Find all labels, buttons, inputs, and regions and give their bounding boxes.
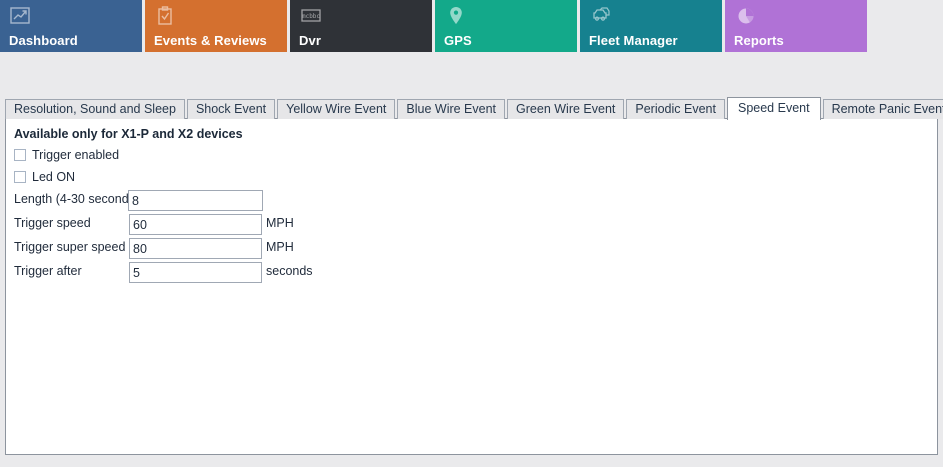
nav-tile-events-and-reviews[interactable]: Events & Reviews: [145, 0, 287, 52]
nav-tile-reports[interactable]: Reports: [725, 0, 867, 52]
availability-notice: Available only for X1-P and X2 devices: [14, 127, 243, 141]
led-on-label: Led ON: [32, 170, 76, 184]
trigger-speed-input[interactable]: [129, 214, 262, 235]
led-on-checkbox[interactable]: [14, 171, 26, 183]
main-navigation: Dashboard Events & Reviews mcbbc Dvr: [0, 0, 943, 52]
length-input[interactable]: [128, 190, 263, 211]
tab-blue-wire-event[interactable]: Blue Wire Event: [397, 99, 506, 119]
nav-tile-label: GPS: [444, 33, 472, 48]
led-on-row: Led ON: [14, 169, 75, 185]
trigger-speed-unit: MPH: [266, 216, 294, 230]
map-pin-icon: [445, 6, 467, 26]
trigger-super-speed-input[interactable]: [129, 238, 262, 259]
nav-tile-fleet-manager[interactable]: Fleet Manager: [580, 0, 722, 52]
trigger-after-unit: seconds: [266, 264, 313, 278]
svg-text:mcbbc: mcbbc: [302, 13, 320, 20]
page-header-bar: Edit device 017040000023: [0, 52, 943, 139]
nav-tile-label: Events & Reviews: [154, 33, 267, 48]
nav-tile-label: Dashboard: [9, 33, 78, 48]
tab-resolution-sound-and-sleep[interactable]: Resolution, Sound and Sleep: [5, 99, 185, 119]
tab-green-wire-event[interactable]: Green Wire Event: [507, 99, 625, 119]
dvr-screen-icon: mcbbc: [300, 6, 322, 26]
trigger-after-label: Trigger after: [14, 264, 82, 278]
nav-tile-dashboard[interactable]: Dashboard: [0, 0, 142, 52]
trigger-enabled-label: Trigger enabled: [32, 148, 120, 162]
clipboard-check-icon: [155, 6, 177, 26]
nav-tile-label: Dvr: [299, 33, 321, 48]
vehicles-icon: [590, 6, 612, 26]
tab-yellow-wire-event[interactable]: Yellow Wire Event: [277, 99, 396, 119]
trigger-enabled-row: Trigger enabled: [14, 147, 119, 163]
nav-tile-dvr[interactable]: mcbbc Dvr: [290, 0, 432, 52]
trigger-speed-label: Trigger speed: [14, 216, 91, 230]
nav-tile-label: Reports: [734, 33, 784, 48]
tab-periodic-event[interactable]: Periodic Event: [626, 99, 725, 119]
length-label: Length (4-30 seconds): [14, 192, 140, 206]
trigger-enabled-checkbox[interactable]: [14, 149, 26, 161]
tab-shock-event[interactable]: Shock Event: [186, 99, 276, 119]
trigger-super-speed-unit: MPH: [266, 240, 294, 254]
chart-line-icon: [10, 6, 32, 26]
tab-strip: Resolution, Sound and Sleep Shock Event …: [5, 97, 943, 120]
trigger-after-input[interactable]: [129, 262, 262, 283]
trigger-super-speed-label: Trigger super speed: [14, 240, 126, 254]
nav-tile-gps[interactable]: GPS: [435, 0, 577, 52]
pie-chart-icon: [735, 6, 757, 26]
tab-speed-event[interactable]: Speed Event: [726, 97, 821, 120]
tab-remote-panic-event[interactable]: Remote Panic Event: [822, 99, 943, 119]
speed-event-panel: Available only for X1-P and X2 devices T…: [5, 118, 938, 455]
nav-tile-label: Fleet Manager: [589, 33, 678, 48]
